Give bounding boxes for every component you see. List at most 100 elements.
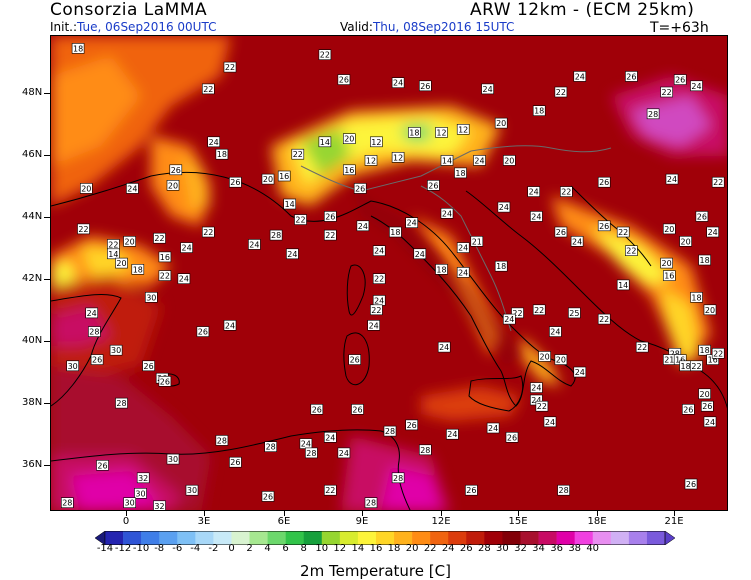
value-label-box [635,341,649,353]
value-label-box [597,313,611,325]
value-label: 18 [435,264,448,275]
value-label: 18 [454,167,467,179]
colorbar-swatch [538,531,557,545]
value-label: 26 [323,211,337,222]
value-label-text: 22 [295,216,305,225]
value-label-text: 20 [81,184,91,193]
value-label-box [370,136,383,148]
value-label: 14 [440,155,454,166]
value-label-box [559,186,573,197]
value-label: 24 [337,447,351,459]
value-label-box [215,148,229,160]
lat-label-48n: 48N [22,87,43,98]
value-label-box [123,497,136,509]
value-label-box [568,307,581,319]
value-label: 22 [711,176,725,188]
value-label-box [169,164,183,176]
value-label-text: 30 [187,486,197,495]
colorbar-tick-label: -12 [114,543,132,554]
value-label: 24 [207,136,220,148]
value-label-text: 26 [92,356,102,365]
value-label-box [465,484,478,496]
value-label: 16 [277,170,291,182]
value-label: 22 [294,214,307,225]
colorbar-title: 2m Temperature [C] [300,562,451,580]
value-label-text: 24 [439,343,449,352]
value-label-box [538,351,551,362]
value-label-box [660,257,673,269]
value-label-text: 24 [531,396,541,405]
value-label-box [454,167,467,179]
value-label-box [229,456,242,468]
value-label: 22 [77,223,90,235]
value-label-text: 28 [62,499,72,508]
value-label-text: 14 [108,250,118,259]
value-label: 22 [635,341,649,353]
value-label-box [527,186,541,197]
value-label-box [142,360,155,372]
value-label-box [248,239,261,250]
value-label-box [351,403,364,415]
value-label-box [207,136,220,148]
value-label-text: 22 [561,188,571,197]
value-label-text: 14 [285,200,295,209]
value-label-text: 24 [499,203,509,212]
value-label: 26 [96,459,109,471]
value-label-box [323,211,337,222]
value-label-box [85,307,99,319]
value-label: 28 [115,397,128,409]
value-label-box [391,472,405,484]
value-label-text: 20 [556,356,566,365]
value-label: 14 [318,136,332,148]
colorbar-swatch [231,531,250,545]
value-label-text: 30 [146,293,156,302]
value-label: 22 [153,232,166,244]
colorbar-tick-label: 4 [264,543,271,554]
value-label: 26 [700,400,714,412]
value-label: 26 [554,226,568,238]
value-label: 22 [625,245,638,256]
value-label-text: 30 [135,489,145,498]
value-label: 12 [456,124,470,135]
lon-label-0: 0 [122,516,130,527]
value-label: 18 [131,264,145,275]
model-label: ARW 12km - (ECM 25km) [470,0,695,20]
value-label-text: 24 [209,138,219,147]
value-label-text: 12 [366,156,376,165]
value-label-text: 22 [154,234,164,243]
value-label: 26 [597,176,611,188]
lat-tick [44,403,50,404]
value-label-text: 18 [436,265,446,274]
value-label-box [323,484,337,496]
colorbar-max-triangle [664,531,675,545]
value-label: 18 [494,260,508,272]
value-label-text: 20 [504,156,514,165]
value-label-box [706,226,720,238]
value-label-text: 22 [618,228,628,237]
value-label: 26 [505,431,519,443]
colorbar-tick-label: 10 [315,543,329,554]
value-label-box [570,236,584,247]
value-label-text: 22 [325,486,335,495]
value-label-text: 12 [458,125,468,134]
value-label-box [185,484,199,496]
value-label-box [665,173,679,185]
value-label-box [437,341,451,353]
value-label: 21 [470,236,484,247]
value-label-box [505,431,519,443]
value-label-box [625,71,638,82]
value-label: 24 [530,211,543,222]
value-label-text: 22 [108,240,118,249]
value-label-box [530,211,543,222]
value-label-box [494,117,508,129]
value-label-text: 30 [111,346,121,355]
value-label-text: 26 [160,377,170,386]
colorbar-tick-label: 38 [568,543,582,554]
value-label: 22 [223,61,237,73]
value-label: 24 [223,319,237,331]
value-label: 22 [554,86,568,98]
value-label-box [177,273,191,284]
value-label-box [88,326,101,337]
value-label-box [502,313,516,325]
colorbar-tick-label: 0 [228,543,235,554]
